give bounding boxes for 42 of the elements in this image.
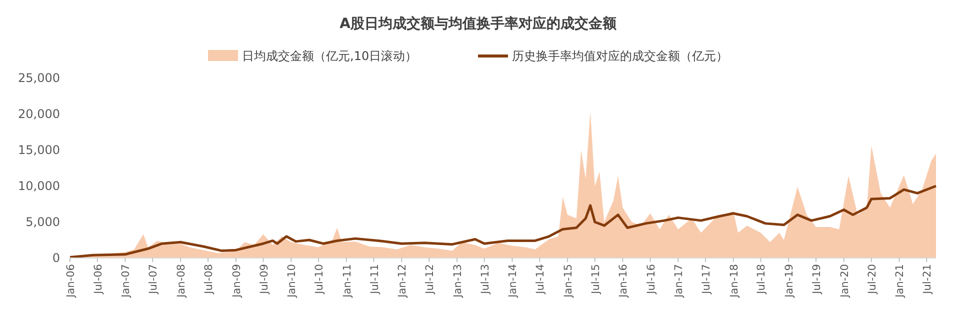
x-tick-label: Jan-21	[894, 264, 906, 298]
x-tick-label: Jul-12	[424, 264, 436, 295]
x-tick-label: Jul-21	[922, 264, 934, 295]
line-series	[68, 184, 938, 259]
legend-label: 日均成交金额（亿元,10日滚动）	[242, 49, 418, 63]
x-tick-label: Jan-13	[452, 264, 464, 298]
x-tick-label: Jul-16	[645, 264, 658, 295]
y-tick-label: 25,000	[18, 71, 60, 85]
x-tick-label: Jan-18	[728, 264, 740, 298]
x-tick-label: Jul-06	[92, 264, 104, 295]
x-tick-label: Jan-11	[341, 264, 354, 298]
x-tick-label: Jul-15	[590, 264, 602, 295]
x-tick-label: Jan-20	[838, 264, 851, 298]
x-tick-label: Jan-14	[507, 264, 520, 298]
x-tick-label: Jul-18	[756, 264, 768, 295]
chart-title: A股日均成交额与均值换手率对应的成交金额	[340, 15, 618, 32]
x-tick-label: Jul-13	[479, 264, 492, 295]
y-tick-label: 5,000	[26, 215, 60, 229]
x-tick-label: Jul-10	[314, 264, 326, 295]
x-tick-label: Jan-06	[65, 264, 77, 298]
x-tick-label: Jul-17	[700, 264, 712, 295]
x-tick-label: Jan-09	[230, 264, 243, 298]
x-tick-label: Jul-20	[866, 264, 878, 295]
y-tick-label: 10,000	[18, 179, 60, 193]
x-tick-label: Jan-07	[120, 264, 132, 298]
x-tick-label: Jul-14	[534, 264, 547, 295]
x-tick-label: Jan-19	[784, 264, 796, 298]
y-tick-label: 0	[52, 251, 60, 265]
x-tick-label: Jan-08	[175, 264, 188, 298]
legend-label: 历史换手率均值对应的成交金额（亿元）	[512, 49, 728, 63]
x-tick-label: Jan-15	[562, 264, 574, 298]
x-tick-label: Jan-10	[286, 264, 298, 298]
x-tick-label: Jul-19	[810, 264, 823, 295]
y-tick-label: 15,000	[18, 143, 60, 157]
x-tick-label: Jul-09	[258, 264, 270, 295]
x-tick-label: Jul-08	[203, 264, 216, 295]
x-tick-label: Jul-07	[148, 264, 160, 295]
x-tick-label: Jan-17	[673, 264, 686, 298]
x-tick-label: Jan-12	[396, 264, 409, 298]
x-tick-label: Jan-16	[618, 264, 630, 298]
x-tick-label: Jul-11	[368, 264, 381, 295]
y-tick-label: 20,000	[18, 107, 60, 121]
